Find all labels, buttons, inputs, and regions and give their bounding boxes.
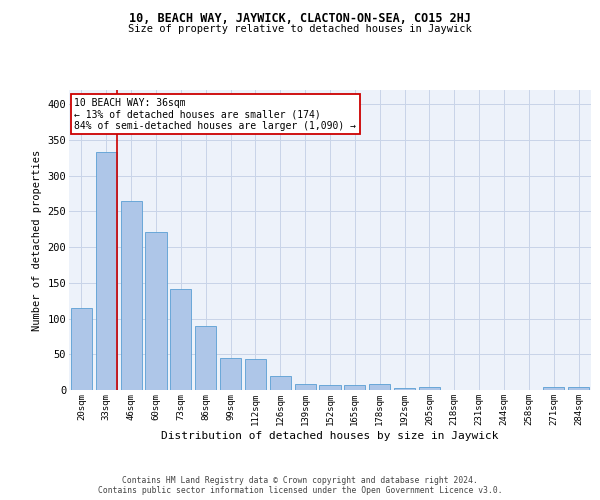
Bar — [295, 384, 316, 390]
Bar — [543, 387, 564, 390]
Bar — [96, 152, 117, 390]
Bar — [145, 232, 167, 390]
Bar — [394, 388, 415, 390]
Text: 10 BEACH WAY: 36sqm
← 13% of detached houses are smaller (174)
84% of semi-detac: 10 BEACH WAY: 36sqm ← 13% of detached ho… — [74, 98, 356, 130]
Bar — [121, 200, 142, 390]
Bar — [170, 290, 191, 390]
Bar — [319, 385, 341, 390]
Bar — [369, 384, 390, 390]
Text: Size of property relative to detached houses in Jaywick: Size of property relative to detached ho… — [128, 24, 472, 34]
X-axis label: Distribution of detached houses by size in Jaywick: Distribution of detached houses by size … — [161, 430, 499, 440]
Y-axis label: Number of detached properties: Number of detached properties — [32, 150, 42, 330]
Bar — [419, 387, 440, 390]
Bar — [270, 376, 291, 390]
Text: 10, BEACH WAY, JAYWICK, CLACTON-ON-SEA, CO15 2HJ: 10, BEACH WAY, JAYWICK, CLACTON-ON-SEA, … — [129, 12, 471, 26]
Bar — [568, 387, 589, 390]
Bar — [245, 360, 266, 390]
Text: Contains HM Land Registry data © Crown copyright and database right 2024.
Contai: Contains HM Land Registry data © Crown c… — [98, 476, 502, 495]
Bar — [344, 385, 365, 390]
Bar — [195, 326, 216, 390]
Bar — [220, 358, 241, 390]
Bar — [71, 308, 92, 390]
